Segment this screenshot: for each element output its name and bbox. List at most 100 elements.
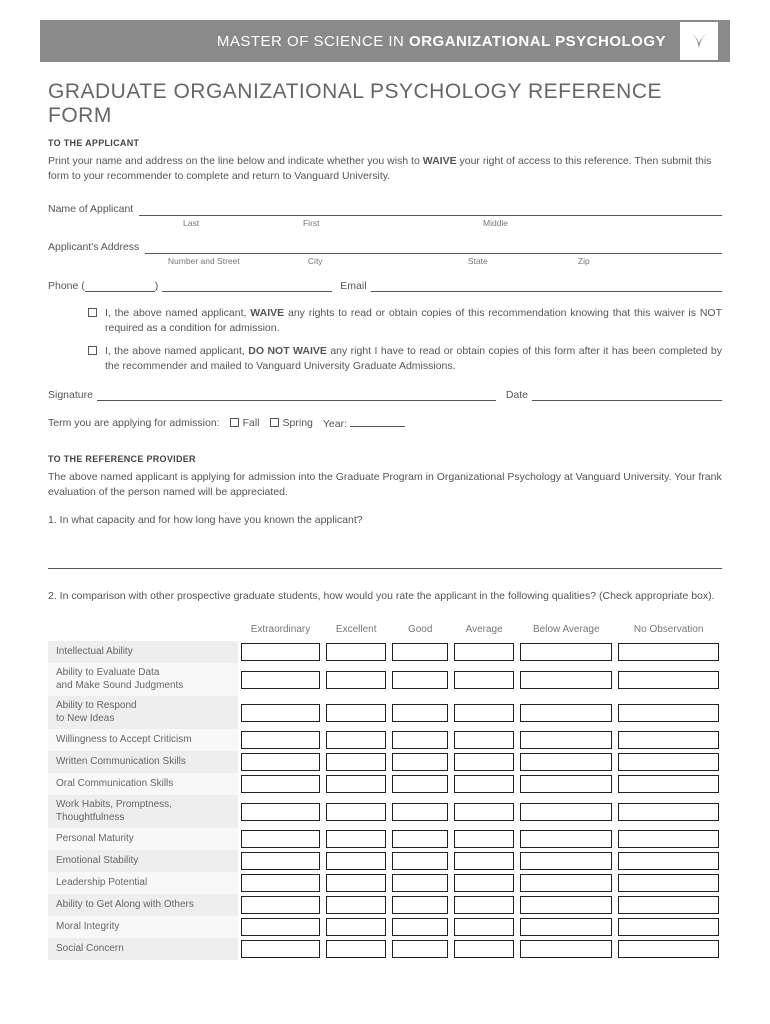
rating-cell: [517, 850, 615, 872]
rating-checkbox[interactable]: [618, 704, 719, 722]
rating-checkbox[interactable]: [241, 803, 320, 821]
rating-checkbox[interactable]: [241, 874, 320, 892]
rating-checkbox[interactable]: [392, 753, 448, 771]
rating-checkbox[interactable]: [520, 874, 612, 892]
rating-checkbox[interactable]: [326, 918, 386, 936]
checkbox-spring[interactable]: [270, 418, 279, 427]
email-line[interactable]: [371, 278, 722, 292]
rating-checkbox[interactable]: [392, 731, 448, 749]
rating-cell: [323, 729, 389, 751]
rating-checkbox[interactable]: [618, 753, 719, 771]
addr-input-line[interactable]: [145, 240, 722, 254]
rating-checkbox[interactable]: [520, 803, 612, 821]
rating-checkbox[interactable]: [520, 704, 612, 722]
rating-checkbox[interactable]: [392, 671, 448, 689]
rating-checkbox[interactable]: [618, 731, 719, 749]
rating-checkbox[interactable]: [618, 643, 719, 661]
year-line[interactable]: [350, 415, 405, 427]
rating-checkbox[interactable]: [392, 704, 448, 722]
rating-checkbox[interactable]: [326, 896, 386, 914]
rating-checkbox[interactable]: [520, 896, 612, 914]
fall-label: Fall: [243, 417, 260, 429]
rating-checkbox[interactable]: [454, 803, 514, 821]
rating-checkbox[interactable]: [241, 940, 320, 958]
rating-checkbox[interactable]: [392, 874, 448, 892]
rating-checkbox[interactable]: [241, 643, 320, 661]
rating-cell: [451, 729, 517, 751]
rating-checkbox[interactable]: [618, 874, 719, 892]
rating-checkbox[interactable]: [454, 874, 514, 892]
rating-row-label: Work Habits, Promptness,Thoughtfulness: [48, 795, 238, 828]
rating-checkbox[interactable]: [392, 775, 448, 793]
rating-checkbox[interactable]: [454, 918, 514, 936]
rating-checkbox[interactable]: [326, 731, 386, 749]
rating-checkbox[interactable]: [326, 852, 386, 870]
rating-checkbox[interactable]: [392, 803, 448, 821]
rating-checkbox[interactable]: [392, 896, 448, 914]
rating-checkbox[interactable]: [326, 874, 386, 892]
rating-checkbox[interactable]: [241, 704, 320, 722]
rating-checkbox[interactable]: [326, 940, 386, 958]
rating-checkbox[interactable]: [520, 940, 612, 958]
date-line[interactable]: [532, 387, 722, 401]
rating-checkbox[interactable]: [241, 852, 320, 870]
rating-checkbox[interactable]: [241, 731, 320, 749]
rating-checkbox[interactable]: [454, 830, 514, 848]
rating-checkbox[interactable]: [520, 852, 612, 870]
rating-checkbox[interactable]: [454, 731, 514, 749]
rating-checkbox[interactable]: [618, 918, 719, 936]
rating-checkbox[interactable]: [326, 643, 386, 661]
rating-checkbox[interactable]: [520, 643, 612, 661]
q1-answer-line[interactable]: [48, 568, 722, 569]
rating-checkbox[interactable]: [454, 896, 514, 914]
rating-checkbox[interactable]: [618, 830, 719, 848]
rating-checkbox[interactable]: [392, 918, 448, 936]
rating-checkbox[interactable]: [392, 940, 448, 958]
rating-checkbox[interactable]: [454, 753, 514, 771]
rating-checkbox[interactable]: [454, 775, 514, 793]
rating-checkbox[interactable]: [618, 775, 719, 793]
rating-checkbox[interactable]: [392, 830, 448, 848]
rating-checkbox[interactable]: [241, 896, 320, 914]
checkbox-waive[interactable]: [88, 308, 97, 317]
rating-checkbox[interactable]: [618, 671, 719, 689]
rating-checkbox[interactable]: [520, 775, 612, 793]
name-input-line[interactable]: [139, 202, 722, 216]
signature-line[interactable]: [97, 387, 496, 401]
rating-cell: [615, 751, 722, 773]
rating-checkbox[interactable]: [618, 896, 719, 914]
checkbox-not-waive[interactable]: [88, 346, 97, 355]
rating-cell: [238, 641, 323, 663]
rating-checkbox[interactable]: [454, 643, 514, 661]
rating-checkbox[interactable]: [618, 940, 719, 958]
rating-checkbox[interactable]: [241, 671, 320, 689]
rating-checkbox[interactable]: [326, 704, 386, 722]
phone-num-line[interactable]: [162, 278, 332, 292]
checkbox-fall[interactable]: [230, 418, 239, 427]
rating-checkbox[interactable]: [241, 775, 320, 793]
rating-checkbox[interactable]: [326, 803, 386, 821]
sub-middle: Middle: [483, 218, 722, 228]
rating-checkbox[interactable]: [454, 671, 514, 689]
phone-area-line[interactable]: [85, 278, 155, 292]
rating-checkbox[interactable]: [520, 753, 612, 771]
rating-checkbox[interactable]: [520, 918, 612, 936]
rating-checkbox[interactable]: [392, 643, 448, 661]
rating-checkbox[interactable]: [241, 830, 320, 848]
rating-checkbox[interactable]: [454, 940, 514, 958]
rating-checkbox[interactable]: [618, 852, 719, 870]
rating-checkbox[interactable]: [520, 830, 612, 848]
rating-checkbox[interactable]: [326, 753, 386, 771]
rating-checkbox[interactable]: [241, 753, 320, 771]
rating-checkbox[interactable]: [392, 852, 448, 870]
rating-checkbox[interactable]: [520, 731, 612, 749]
spring-label: Spring: [283, 417, 313, 429]
rating-checkbox[interactable]: [454, 852, 514, 870]
rating-checkbox[interactable]: [326, 775, 386, 793]
rating-checkbox[interactable]: [326, 830, 386, 848]
rating-checkbox[interactable]: [520, 671, 612, 689]
rating-checkbox[interactable]: [326, 671, 386, 689]
rating-checkbox[interactable]: [454, 704, 514, 722]
rating-checkbox[interactable]: [618, 803, 719, 821]
rating-checkbox[interactable]: [241, 918, 320, 936]
